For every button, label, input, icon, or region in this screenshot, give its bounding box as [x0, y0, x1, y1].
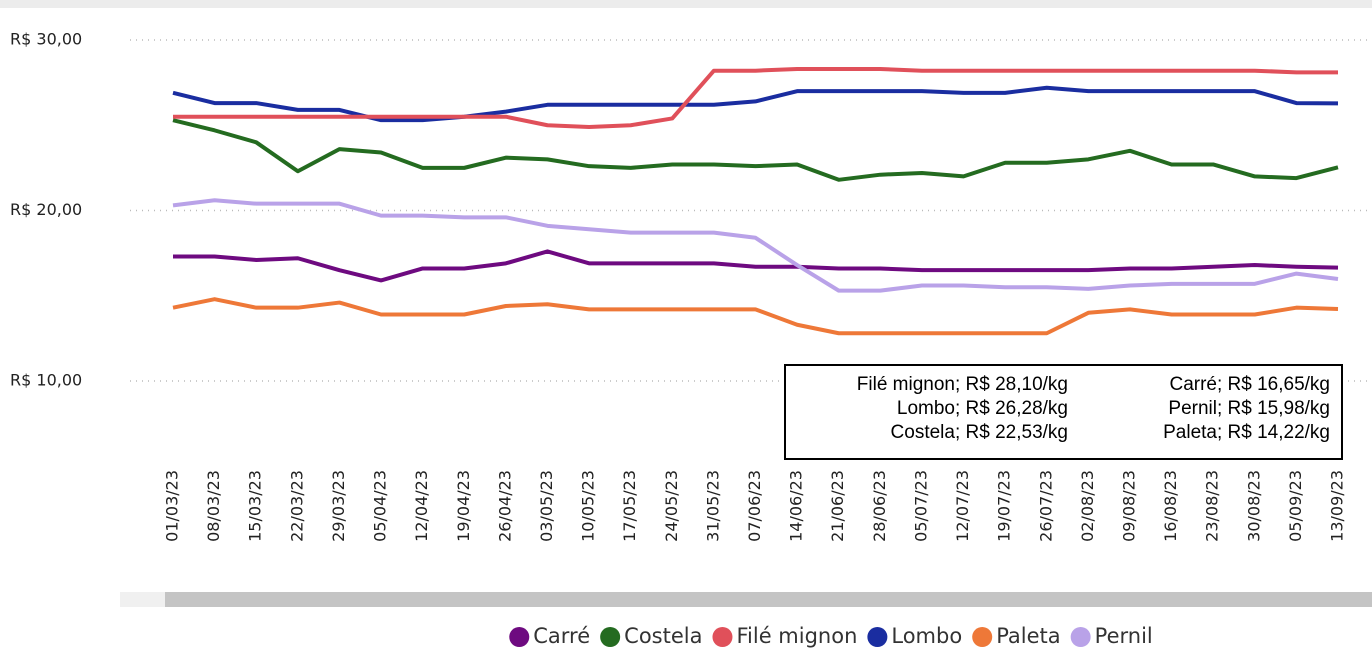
x-tick-label: 17/05/23 — [620, 470, 639, 542]
annotation: Filé mignon; R$ 28,10/kg — [857, 374, 1068, 395]
annotation: Costela; R$ 22,53/kg — [891, 422, 1068, 443]
x-tick-label: 24/05/23 — [662, 470, 681, 542]
x-tick-label: 28/06/23 — [870, 470, 889, 542]
legend-label: Filé mignon — [736, 624, 857, 648]
top-bar — [0, 0, 1372, 8]
x-tick-label: 12/04/23 — [412, 470, 431, 542]
legend-label: Paleta — [996, 624, 1060, 648]
annotation-box — [784, 364, 1343, 460]
annotation: Paleta; R$ 14,22/kg — [1163, 422, 1330, 443]
legend-marker — [867, 627, 888, 647]
series-line — [173, 249, 1339, 283]
x-tick-label: 10/05/23 — [579, 470, 598, 542]
x-tick-label: 05/04/23 — [371, 470, 390, 542]
x-tick-label: 26/04/23 — [495, 470, 514, 542]
x-tick-label: 14/06/23 — [787, 470, 806, 542]
x-tick-label: 12/07/23 — [953, 470, 972, 542]
x-tick-label: 22/03/23 — [287, 470, 306, 542]
x-tick-label: 02/08/23 — [1078, 470, 1097, 542]
x-tick-label: 19/07/23 — [995, 470, 1014, 542]
x-tick-label: 31/05/23 — [703, 470, 722, 542]
x-tick-label: 16/08/23 — [1161, 470, 1180, 542]
series-line — [172, 118, 1339, 182]
x-tick-label: 13/09/23 — [1328, 470, 1347, 542]
x-tick-label: 26/07/23 — [1036, 470, 1055, 542]
annotation: Pernil; R$ 15,98/kg — [1168, 398, 1330, 419]
y-tick-label: R$ 30,00 — [10, 30, 82, 49]
legend-marker — [712, 627, 733, 647]
legend-marker — [972, 627, 993, 647]
series-line — [173, 66, 1338, 129]
y-tick-label: R$ 20,00 — [10, 200, 82, 219]
x-tick-label: 15/03/23 — [246, 470, 265, 542]
x-tick-label: 05/09/23 — [1286, 470, 1305, 542]
legend-marker — [1070, 627, 1091, 647]
x-tick-label: 21/06/23 — [828, 470, 847, 542]
annotation: Carré; R$ 16,65/kg — [1169, 374, 1330, 395]
x-tick-label: 29/03/23 — [329, 470, 348, 542]
series-line — [172, 198, 1339, 293]
series-line — [172, 297, 1339, 336]
x-tick-label: 09/08/23 — [1119, 470, 1138, 542]
legend-label: Carré — [533, 624, 590, 648]
scrollbar-thumb[interactable] — [165, 592, 1372, 607]
legend-marker — [509, 627, 530, 647]
x-tick-label: 03/05/23 — [537, 470, 556, 542]
x-tick-label: 30/08/23 — [1244, 470, 1263, 542]
legend-marker — [600, 627, 621, 647]
x-tick-label: 01/03/23 — [163, 470, 182, 542]
legend-label: Pernil — [1095, 624, 1153, 648]
x-tick-label: 07/06/23 — [745, 470, 764, 542]
x-tick-label: 19/04/23 — [454, 470, 473, 542]
legend-label: Costela — [624, 624, 702, 648]
x-tick-label: 08/03/23 — [204, 470, 223, 542]
x-tick-label: 23/08/23 — [1203, 470, 1222, 542]
annotation: Lombo; R$ 26,28/kg — [897, 398, 1068, 419]
x-tick-label: 05/07/23 — [911, 470, 930, 542]
y-tick-label: R$ 10,00 — [10, 371, 82, 390]
legend-label: Lombo — [891, 624, 962, 648]
